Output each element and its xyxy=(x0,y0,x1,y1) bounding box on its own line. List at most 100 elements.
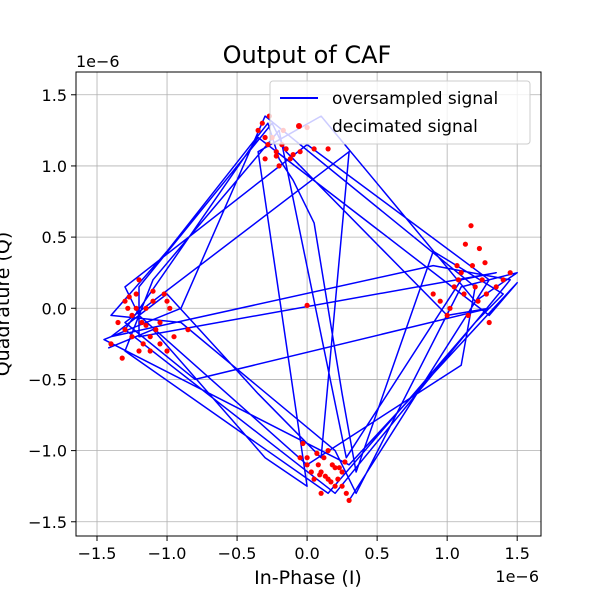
x-tick-label: −1.0 xyxy=(148,544,187,563)
decimated-signal-point xyxy=(139,319,145,326)
decimated-signal-point xyxy=(462,241,468,247)
legend: oversampled signal decimated signal xyxy=(269,80,531,145)
decimated-signal-point xyxy=(157,341,163,347)
decimated-signal-point xyxy=(437,298,443,304)
legend-box xyxy=(269,80,531,145)
decimated-signal-point xyxy=(150,298,156,304)
y-tick-label: −1.5 xyxy=(28,513,67,532)
y-offset-text: 1e−6 xyxy=(76,52,120,71)
y-axis-ticks: −1.5 −1.0 −0.5 0.0 0.5 1.0 1.5 xyxy=(28,86,76,532)
y-tick-label: 0.0 xyxy=(42,299,67,318)
decimated-signal-point xyxy=(283,146,289,152)
decimated-signal-point xyxy=(153,327,159,333)
x-tick-label: 0.5 xyxy=(364,544,389,563)
x-axis-label: In-Phase (I) xyxy=(254,567,362,589)
x-tick-label: 1.5 xyxy=(504,544,529,563)
decimated-signal-point xyxy=(342,459,348,465)
decimated-signal-point xyxy=(108,341,114,347)
decimated-signal-point xyxy=(185,327,191,333)
decimated-signal-point xyxy=(129,334,135,340)
decimated-signal-point xyxy=(122,298,128,304)
decimated-signal-point xyxy=(164,348,170,354)
decimated-signal-point xyxy=(304,462,310,468)
decimated-signal-point xyxy=(304,302,310,308)
decimated-signal-point xyxy=(276,163,282,169)
decimated-signal-point xyxy=(458,270,464,276)
decimated-signal-point xyxy=(311,146,317,152)
decimated-signal-point xyxy=(430,291,436,297)
decimated-signal-point xyxy=(469,263,475,269)
decimated-signal-point xyxy=(314,450,320,456)
legend-label-oversampled: oversampled signal xyxy=(332,89,498,109)
x-offset-text: 1e−6 xyxy=(495,567,539,586)
decimated-signal-point xyxy=(150,288,156,294)
x-tick-label: −0.5 xyxy=(218,544,257,563)
y-axis-label: Quadrature (Q) xyxy=(0,232,14,377)
decimated-signal-point xyxy=(136,348,142,354)
decimated-signal-point xyxy=(346,497,352,503)
decimated-signal-point xyxy=(255,127,261,133)
decimated-signal-point xyxy=(328,479,334,485)
decimated-signal-point xyxy=(475,298,481,304)
decimated-signal-point xyxy=(287,156,293,162)
decimated-signal-point xyxy=(308,469,314,475)
decimated-signal-point xyxy=(315,462,321,468)
decimated-signal-point xyxy=(297,149,303,155)
decimated-signal-point xyxy=(126,294,132,300)
decimated-signal-point xyxy=(171,334,177,340)
decimated-signal-point xyxy=(304,455,310,461)
decimated-signal-point xyxy=(343,490,349,496)
decimated-signal-point xyxy=(447,305,453,311)
decimated-signal-point xyxy=(479,277,485,283)
decimated-signal-point xyxy=(297,455,303,461)
decimated-signal-point xyxy=(122,327,128,333)
decimated-signal-point xyxy=(493,284,499,290)
decimated-signal-point xyxy=(321,455,327,461)
decimated-signal-point xyxy=(140,341,146,347)
decimated-signal-point xyxy=(133,291,139,297)
decimated-signal-point xyxy=(167,305,173,311)
decimated-signal-point xyxy=(133,305,139,311)
decimated-signal-point xyxy=(164,298,170,304)
y-tick-label: 1.0 xyxy=(42,157,67,176)
decimated-signal-point xyxy=(444,312,450,318)
x-tick-label: 0.0 xyxy=(294,544,319,563)
decimated-signal-point xyxy=(300,440,306,447)
decimated-signal-point xyxy=(325,448,331,454)
decimated-signal-point xyxy=(161,291,167,297)
decimated-signal-point xyxy=(136,277,142,283)
decimated-signal-point xyxy=(273,153,279,159)
x-axis-ticks: −1.5 −1.0 −0.5 0.0 0.5 1.0 1.5 xyxy=(78,536,530,563)
decimated-signal-point xyxy=(119,355,125,361)
decimated-signal-point xyxy=(335,476,341,482)
decimated-signal-point xyxy=(482,260,488,266)
decimated-signal-point xyxy=(115,319,121,326)
decimated-signal-point xyxy=(332,465,338,471)
chart-title: Output of CAF xyxy=(223,41,392,69)
decimated-signal-point xyxy=(336,465,342,471)
plot-frame xyxy=(75,71,542,537)
oversampled-signal-line xyxy=(103,115,518,501)
decimated-signal-point xyxy=(332,483,338,489)
decimated-signal-point xyxy=(157,319,163,326)
decimated-signal-point xyxy=(500,277,506,283)
x-tick-label: −1.5 xyxy=(78,544,117,563)
decimated-signal-point xyxy=(461,291,467,297)
decimated-signal-point xyxy=(472,284,478,290)
decimated-signal-point xyxy=(129,312,135,318)
decimated-signal-point xyxy=(465,312,471,318)
y-tick-label: −0.5 xyxy=(28,370,67,389)
legend-label-decimated: decimated signal xyxy=(332,117,478,137)
x-tick-label: 1.0 xyxy=(434,544,459,563)
decimated-signal-point xyxy=(290,152,296,158)
legend-marker-swatch xyxy=(296,123,302,129)
decimated-signal-point xyxy=(322,473,328,479)
decimated-signal-point xyxy=(262,134,268,141)
decimated-signal-point xyxy=(339,483,345,489)
decimated-signal-point xyxy=(476,245,482,252)
decimated-signal-point xyxy=(454,263,460,269)
decimated-signal-point xyxy=(125,305,131,311)
decimated-signal-point xyxy=(339,469,345,475)
decimated-signal-point xyxy=(451,284,457,290)
